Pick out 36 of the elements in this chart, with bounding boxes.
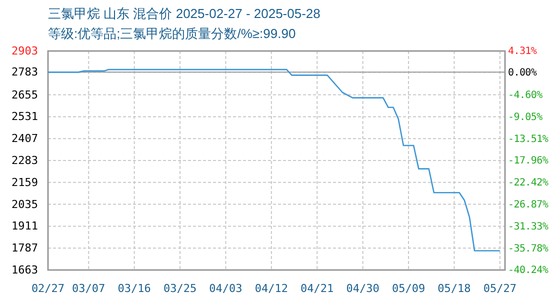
x-tick-label: 03/07 bbox=[72, 282, 106, 295]
y-tick-label: 2283 bbox=[12, 154, 38, 168]
y2-tick-label: -35.78% bbox=[508, 243, 548, 254]
x-tick-label: 02/27 bbox=[31, 282, 65, 295]
y2-tick-label: -22.42% bbox=[508, 178, 548, 189]
y-tick-label: 1787 bbox=[12, 242, 38, 255]
y2-tick-label: -26.87% bbox=[508, 199, 548, 210]
y-tick-label: 2655 bbox=[12, 88, 38, 102]
x-tick-label: 05/09 bbox=[392, 282, 426, 295]
y-tick-label: 2407 bbox=[12, 132, 38, 146]
line-series bbox=[47, 68, 501, 252]
y-tick-label: 2531 bbox=[12, 110, 38, 124]
y-tick-label: 1911 bbox=[12, 220, 38, 233]
y2-tick-label: -9.05% bbox=[508, 112, 543, 123]
y2-tick-label: 0.00% bbox=[508, 67, 537, 78]
y2-tick-label: -31.33% bbox=[508, 221, 548, 232]
x-tick-label: 04/30 bbox=[346, 282, 380, 295]
y-tick-label: 1663 bbox=[12, 264, 38, 277]
y-tick-label: 2783 bbox=[12, 66, 38, 79]
y-tick-label: 2159 bbox=[12, 176, 38, 189]
x-tick-label: 03/25 bbox=[163, 282, 197, 295]
x-tick-label: 05/27 bbox=[483, 282, 516, 295]
chart-title: 三氯甲烷 山东 混合价 2025-02-27 - 2025-05-28 bbox=[48, 6, 320, 21]
chart-subtitle: 等级:优等品;三氯甲烷的质量分数/%≥:99.90 bbox=[48, 26, 296, 41]
x-tick-label: 03/16 bbox=[118, 282, 151, 295]
x-tick-label: 04/21 bbox=[300, 282, 334, 295]
x-tick-label: 05/18 bbox=[438, 282, 471, 295]
y2-tick-label: 4.31% bbox=[508, 46, 537, 58]
y2-tick-label: -13.51% bbox=[508, 134, 548, 145]
y2-tick-label: -17.96% bbox=[508, 156, 548, 167]
y2-tick-label: -40.24% bbox=[508, 265, 548, 276]
y2-tick-label: -4.60% bbox=[508, 90, 543, 101]
y-tick-label: 2035 bbox=[12, 198, 38, 211]
x-tick-label: 04/12 bbox=[254, 282, 288, 295]
x-tick-label: 04/03 bbox=[209, 282, 242, 295]
y-tick-label: 2903 bbox=[12, 44, 38, 58]
